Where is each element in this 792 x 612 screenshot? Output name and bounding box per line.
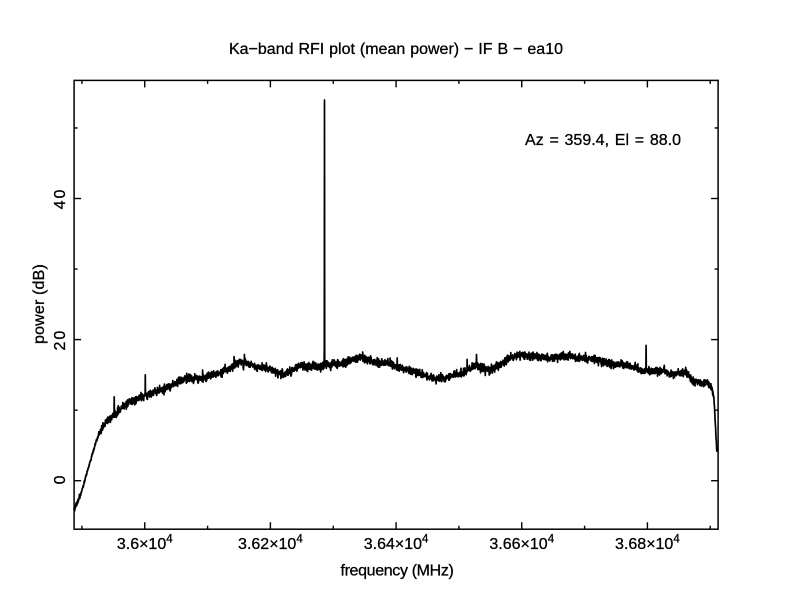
svg-text:Ka−band RFI plot (mean power): Ka−band RFI plot (mean power) − IF B − e… [229, 41, 563, 58]
svg-text:3.68×104: 3.68×104 [615, 534, 680, 554]
svg-text:Az = 359.4, El = 88.0: Az = 359.4, El = 88.0 [525, 132, 681, 149]
svg-text:20: 20 [52, 329, 69, 351]
svg-text:3.64×104: 3.64×104 [364, 534, 429, 554]
svg-text:frequency (MHz): frequency (MHz) [340, 563, 453, 580]
svg-text:3.6×104: 3.6×104 [117, 534, 173, 554]
svg-text:0: 0 [52, 473, 69, 484]
svg-text:3.62×104: 3.62×104 [238, 534, 303, 554]
svg-text:40: 40 [52, 188, 69, 210]
svg-text:power (dB): power (dB) [31, 264, 48, 344]
svg-text:3.66×104: 3.66×104 [489, 534, 554, 554]
